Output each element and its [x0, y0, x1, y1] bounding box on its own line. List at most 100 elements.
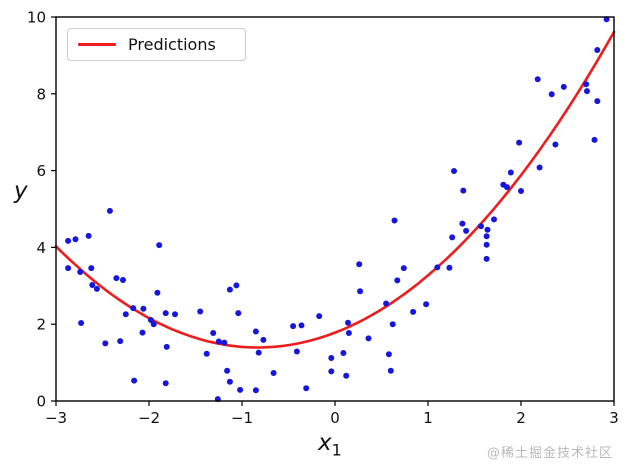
scatter-point [345, 319, 351, 326]
scatter-point [583, 81, 590, 88]
scatter-point [65, 237, 72, 244]
scatter-point [328, 368, 335, 375]
scatter-point [85, 232, 92, 239]
scatter-point [150, 321, 157, 328]
scatter-point [356, 261, 363, 268]
y-tick-label: 4 [36, 239, 46, 257]
scatter-point [210, 330, 217, 336]
scatter-point [385, 351, 392, 358]
scatter-point [365, 335, 372, 342]
scatter-point [139, 329, 146, 336]
scatter-point [224, 367, 231, 374]
scatter-point [172, 311, 178, 318]
scatter-point [226, 378, 233, 385]
scatter-point [106, 207, 113, 214]
scatter-point [394, 277, 401, 284]
x-tick-label: −2 [138, 409, 160, 427]
y-tick-label: 0 [36, 393, 46, 411]
scatter-point [131, 377, 138, 384]
scatter-point [163, 343, 170, 350]
scatter-point [591, 136, 598, 143]
scatter-point [270, 370, 277, 376]
scatter-point [88, 265, 95, 272]
x-tick-label: 0 [330, 409, 340, 427]
y-tick-label: 8 [36, 85, 46, 103]
scatter-point [552, 141, 559, 148]
scatter-point [260, 336, 267, 343]
x-tick-label: −1 [231, 409, 253, 427]
x-tick-label: −3 [45, 409, 67, 427]
x-tick-label: 2 [516, 409, 526, 427]
scatter-point [237, 386, 244, 393]
scatter-point [154, 289, 161, 296]
scatter-point [410, 308, 417, 315]
x-tick-label: 1 [423, 409, 433, 427]
scatter-point [130, 305, 137, 312]
scatter-point [423, 301, 430, 308]
scatter-point [603, 16, 610, 23]
scatter-point [560, 83, 567, 90]
scatter-point [235, 310, 242, 317]
scatter-point [77, 269, 84, 275]
scatter-point [328, 355, 335, 361]
scatter-point [316, 313, 323, 320]
legend-box: Predictions [67, 28, 246, 61]
scatter-point [140, 305, 147, 312]
prediction-curve [54, 30, 616, 349]
scatter-point [78, 320, 85, 326]
scatter-point [518, 188, 524, 194]
scatter-point [536, 164, 543, 171]
x-axis-label-subscript: 1 [331, 440, 342, 460]
scatter-point [478, 223, 484, 230]
scatter-point [434, 264, 441, 271]
scatter-point [93, 285, 100, 292]
scatter-point [255, 349, 262, 356]
scatter-point [507, 169, 514, 176]
scatter-point [162, 380, 169, 387]
scatter-point [594, 98, 601, 105]
scatter-point [391, 217, 398, 224]
scatter-point [343, 372, 350, 379]
scatter-point [491, 216, 497, 223]
scatter-point [102, 340, 109, 347]
x-tick-label: 3 [609, 409, 619, 427]
scatter-point [89, 282, 96, 288]
scatter-point [252, 328, 259, 335]
scatter-point [113, 275, 120, 282]
scatter-point [345, 330, 352, 336]
scatter-point [534, 76, 541, 83]
scatter-point [459, 220, 466, 227]
scatter-point [340, 350, 347, 356]
scatter-point [120, 277, 126, 283]
scatter-point [584, 88, 590, 95]
scatter-point [483, 241, 490, 248]
y-tick-label: 6 [36, 162, 46, 180]
scatter-point [298, 322, 305, 329]
scatter-point [203, 350, 210, 357]
legend-line-sample-icon [78, 43, 116, 46]
scatter-point [504, 184, 510, 191]
scatter-point [290, 323, 297, 330]
scatter-point [594, 47, 601, 53]
scatter-point [516, 139, 523, 146]
scatter-point [72, 236, 79, 243]
scatter-point [446, 264, 453, 271]
scatter-point [449, 234, 456, 241]
legend-label: Predictions [128, 35, 216, 54]
scatter-point [548, 91, 555, 98]
scatter-point [387, 367, 394, 374]
scatter-point [233, 282, 240, 289]
scatter-point [460, 187, 467, 194]
scatter-point [221, 339, 228, 346]
y-tick-label: 10 [27, 9, 46, 27]
scatter-point [162, 310, 169, 317]
axes-spines [55, 16, 615, 402]
scatter-point [400, 265, 407, 272]
scatter-point [483, 255, 490, 262]
scatter-point [197, 308, 204, 315]
scatter-point [117, 338, 124, 345]
x-axis-label-base: x [318, 430, 332, 456]
y-tick-label: 2 [36, 316, 46, 334]
scatter-point [463, 227, 470, 234]
